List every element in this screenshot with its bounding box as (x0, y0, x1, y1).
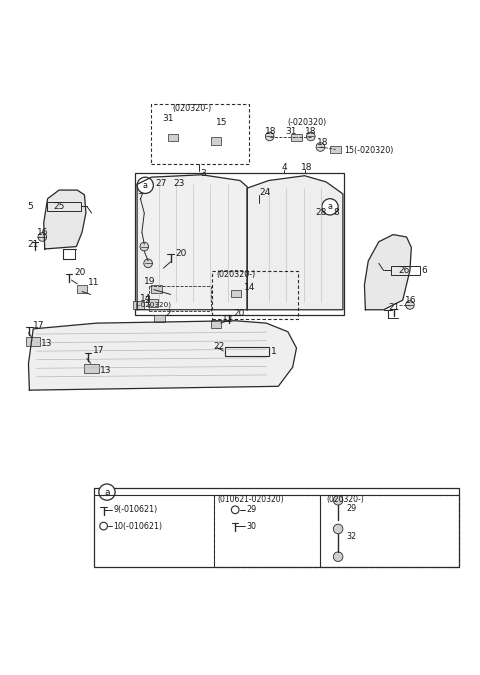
Text: (020320-): (020320-) (326, 495, 364, 504)
Circle shape (333, 552, 343, 562)
Bar (330, 146, 341, 153)
Circle shape (144, 259, 153, 267)
Circle shape (333, 524, 343, 534)
Bar (168, 134, 178, 141)
Text: 3: 3 (201, 169, 206, 178)
Text: 15: 15 (216, 117, 228, 127)
Text: 22: 22 (214, 342, 225, 350)
Bar (26, 337, 40, 346)
Text: a: a (143, 181, 148, 190)
Circle shape (265, 132, 274, 141)
Text: 14: 14 (244, 283, 255, 292)
Polygon shape (247, 176, 343, 310)
Bar (155, 315, 165, 322)
Text: 14: 14 (141, 294, 152, 303)
Text: 18: 18 (301, 163, 313, 172)
Text: 16: 16 (36, 227, 48, 237)
Text: 9(-010621): 9(-010621) (114, 506, 158, 514)
Text: 8: 8 (333, 208, 339, 217)
Text: 30: 30 (247, 522, 257, 531)
Bar (231, 290, 241, 297)
Text: (-020320): (-020320) (288, 117, 327, 127)
Bar (151, 285, 161, 292)
Text: (-020320): (-020320) (136, 302, 172, 308)
Text: (010621-020320): (010621-020320) (217, 495, 284, 504)
Text: 31: 31 (162, 114, 174, 123)
Bar (133, 301, 144, 308)
Circle shape (99, 484, 115, 500)
Text: 4: 4 (281, 163, 287, 172)
Text: 11: 11 (88, 279, 99, 288)
Text: 20: 20 (233, 309, 245, 318)
Text: 24: 24 (259, 188, 270, 198)
Circle shape (38, 233, 47, 241)
Bar (391, 266, 420, 275)
Text: 13: 13 (100, 366, 112, 375)
Bar (291, 134, 302, 141)
Text: 31: 31 (286, 127, 297, 136)
Bar (94, 488, 459, 567)
Bar (77, 285, 87, 292)
Text: 21: 21 (27, 240, 38, 248)
Text: 32: 32 (346, 532, 356, 541)
Text: 19: 19 (144, 277, 156, 286)
Circle shape (333, 495, 343, 505)
Bar (135, 173, 344, 315)
Text: 18: 18 (265, 127, 277, 136)
Text: 2: 2 (144, 296, 150, 304)
Bar (211, 320, 221, 328)
Text: 17: 17 (33, 321, 45, 330)
Bar (225, 347, 269, 356)
Circle shape (307, 132, 315, 141)
Text: 20: 20 (74, 269, 85, 277)
Text: 23: 23 (173, 179, 184, 188)
Circle shape (322, 198, 338, 215)
Text: 10(-010621): 10(-010621) (114, 522, 163, 531)
Text: a: a (104, 487, 110, 497)
Polygon shape (44, 190, 86, 249)
Text: 17: 17 (93, 346, 104, 356)
Polygon shape (28, 321, 297, 390)
Text: 12: 12 (222, 315, 233, 324)
Text: 21: 21 (388, 303, 400, 313)
Circle shape (140, 242, 149, 251)
Text: 13: 13 (41, 339, 53, 348)
Text: 1: 1 (271, 347, 277, 356)
Circle shape (137, 177, 154, 194)
Circle shape (406, 300, 414, 309)
Text: 16: 16 (405, 296, 417, 304)
Text: (020320-): (020320-) (172, 104, 211, 113)
Text: a: a (327, 202, 333, 211)
Text: 29: 29 (346, 504, 357, 514)
Bar (148, 299, 158, 307)
Text: 27: 27 (156, 179, 167, 188)
Circle shape (316, 142, 324, 151)
Text: 7: 7 (137, 193, 143, 202)
Bar (211, 138, 221, 145)
Text: 2: 2 (165, 309, 171, 318)
Text: 20: 20 (175, 249, 187, 259)
Bar (84, 364, 99, 373)
Text: 26: 26 (398, 266, 409, 275)
Text: 25: 25 (53, 202, 65, 211)
Text: 28: 28 (316, 208, 327, 217)
Text: 29: 29 (247, 506, 257, 514)
Text: 5: 5 (27, 202, 33, 211)
Text: 15(-020320): 15(-020320) (344, 146, 394, 155)
Text: 18: 18 (317, 138, 328, 147)
Polygon shape (137, 175, 247, 310)
Bar (47, 202, 81, 211)
Polygon shape (364, 235, 411, 310)
Text: 6: 6 (421, 266, 427, 275)
Text: 18: 18 (305, 127, 316, 136)
Text: (020320-): (020320-) (216, 270, 255, 279)
